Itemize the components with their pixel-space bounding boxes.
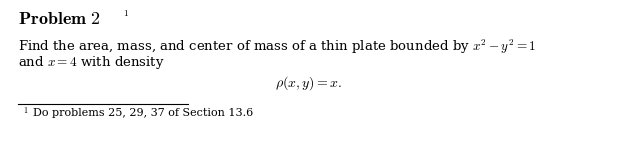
Text: Find the area, mass, and center of mass of a thin plate bounded by $x^2 - y^2 = : Find the area, mass, and center of mass … (18, 38, 536, 56)
Text: $\rho(x, y) = x.$: $\rho(x, y) = x.$ (275, 74, 342, 92)
Text: Do problems 25, 29, 37 of Section 13.6: Do problems 25, 29, 37 of Section 13.6 (33, 108, 253, 118)
Text: and $x = 4$ with density: and $x = 4$ with density (18, 54, 165, 71)
Text: $^{1}$: $^{1}$ (23, 108, 29, 118)
Text: $^{1}$: $^{1}$ (123, 10, 130, 23)
Text: $\mathbf{Problem\ 2}$: $\mathbf{Problem\ 2}$ (18, 10, 101, 28)
